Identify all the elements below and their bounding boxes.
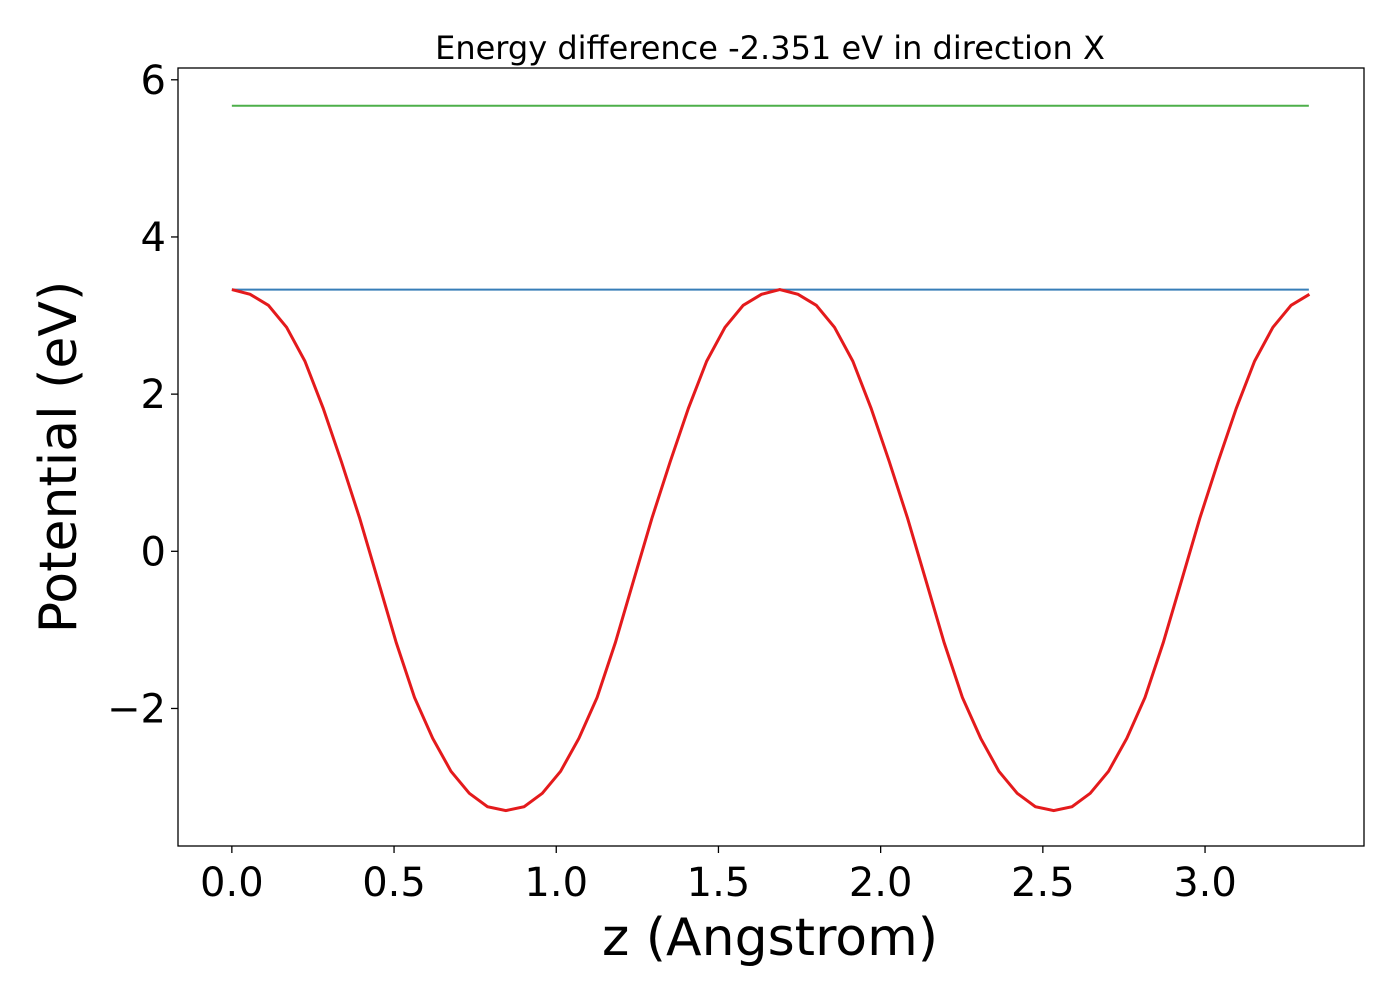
x-tick-label: 1.5	[687, 860, 751, 906]
potential-line	[231, 288, 1311, 813]
y-axis-label: Potential (eV)	[29, 281, 89, 633]
x-tick-label: 2.0	[849, 860, 913, 906]
y-tick-label: 0	[141, 529, 166, 575]
x-tick-label: 0.5	[362, 860, 426, 906]
x-tick-label: 0.0	[200, 860, 264, 906]
y-tick-label: 2	[141, 372, 166, 418]
chart-title: Energy difference -2.351 eV in direction…	[435, 29, 1105, 67]
y-tick-label: −2	[107, 686, 166, 732]
x-axis-label: z (Angstrom)	[602, 908, 938, 968]
x-tick-label: 2.5	[1011, 860, 1075, 906]
x-tick-label: 1.0	[524, 860, 588, 906]
plot-frame	[177, 67, 1365, 847]
x-tick-label: 3.0	[1173, 860, 1237, 906]
y-tick-label: 6	[141, 58, 166, 104]
y-tick-label: 4	[141, 215, 166, 261]
